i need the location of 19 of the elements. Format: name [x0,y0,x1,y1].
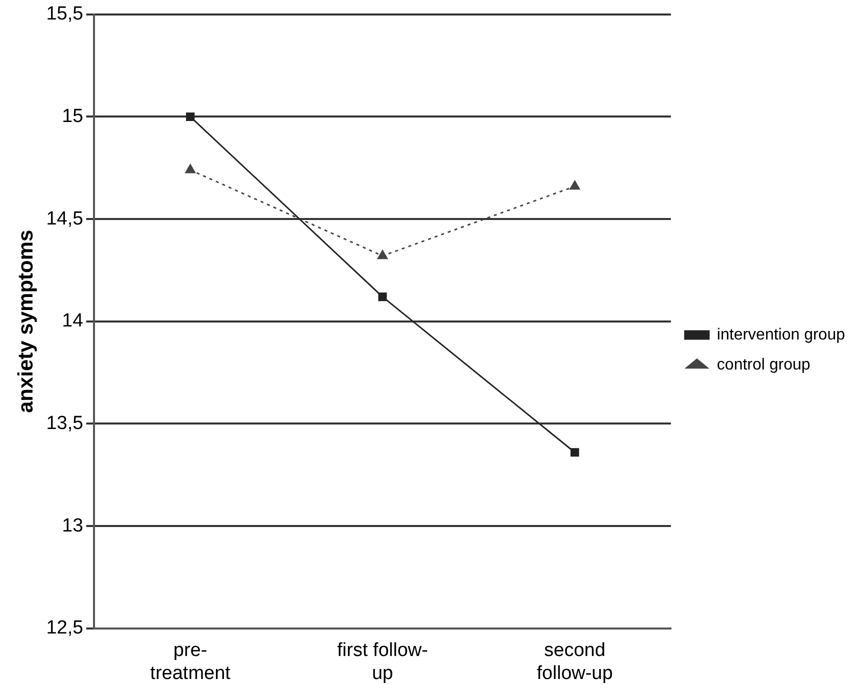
legend-label: control group [716,356,810,374]
y-tick-label: 13,5 [46,412,84,434]
x-tick-label: first follow- up [337,640,428,684]
point [186,112,195,122]
y-axis-title: anxiety symptoms [14,230,38,414]
point [570,180,580,190]
y-tick-label: 14,5 [46,208,84,230]
point [570,448,580,457]
x-tick-label: pre- treatment [150,640,232,684]
point [378,292,387,302]
y-tick-label: 15,5 [46,4,84,25]
y-tick-label: 12,5 [46,618,84,639]
point [377,250,388,260]
legend-label: intervention group [716,326,846,344]
point [185,164,196,174]
y-tick-label: 14 [62,310,84,332]
x-tick-label: second follow-up [536,640,613,684]
y-tick-label: 15 [62,106,84,127]
y-tick-label: 13 [62,515,84,536]
